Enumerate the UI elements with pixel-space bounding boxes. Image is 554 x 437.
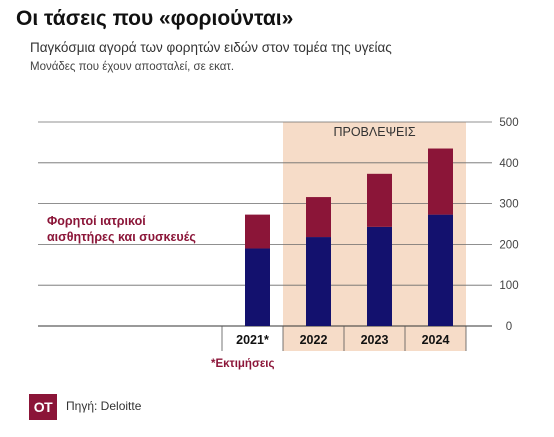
bar-segment-devices [367, 173, 392, 227]
ot-logo: OT [29, 394, 57, 420]
chart-subtitle: Παγκόσμια αγορά των φορητών ειδών στον τ… [30, 40, 392, 55]
unit-note: Μονάδες που έχουν αποσταλεί, σε εκατ. [30, 61, 235, 73]
x-tick-label: 2021* [236, 333, 269, 347]
series-label-line-1: Φορητοί ιατρικοί [47, 214, 146, 228]
source-note: Πηγή: Deloitte [66, 399, 142, 413]
x-tick-label: 2022 [300, 333, 328, 347]
bar-segment-devices [428, 148, 453, 215]
y-tick-label: 0 [506, 321, 512, 333]
x-tick-label: 2023 [361, 333, 389, 347]
bar-segment-devices [245, 214, 270, 249]
footnote-estimates: *Εκτιμήσεις [211, 358, 275, 370]
bar-segment-base [245, 248, 270, 326]
bar-segment-base [428, 214, 453, 326]
series-label-line-2: αισθητήρες και συσκευές [47, 230, 196, 244]
forecast-label: ΠΡΟΒΛΕΨΕΙΣ [333, 125, 415, 139]
series-label: Φορητοί ιατρικοί αισθητήρες και συσκευές [47, 213, 196, 245]
chart-title: Οι τάσεις που «φοριούνται» [16, 7, 294, 30]
y-tick-label: 300 [499, 199, 518, 211]
bar-segment-base [306, 237, 331, 326]
x-tick-label: 2024 [422, 333, 450, 347]
y-tick-label: 400 [499, 158, 518, 170]
bar-segment-devices [306, 197, 331, 238]
y-tick-label: 100 [499, 280, 518, 292]
y-tick-label: 200 [499, 239, 518, 251]
y-tick-label: 500 [499, 117, 518, 129]
bar-segment-base [367, 226, 392, 326]
